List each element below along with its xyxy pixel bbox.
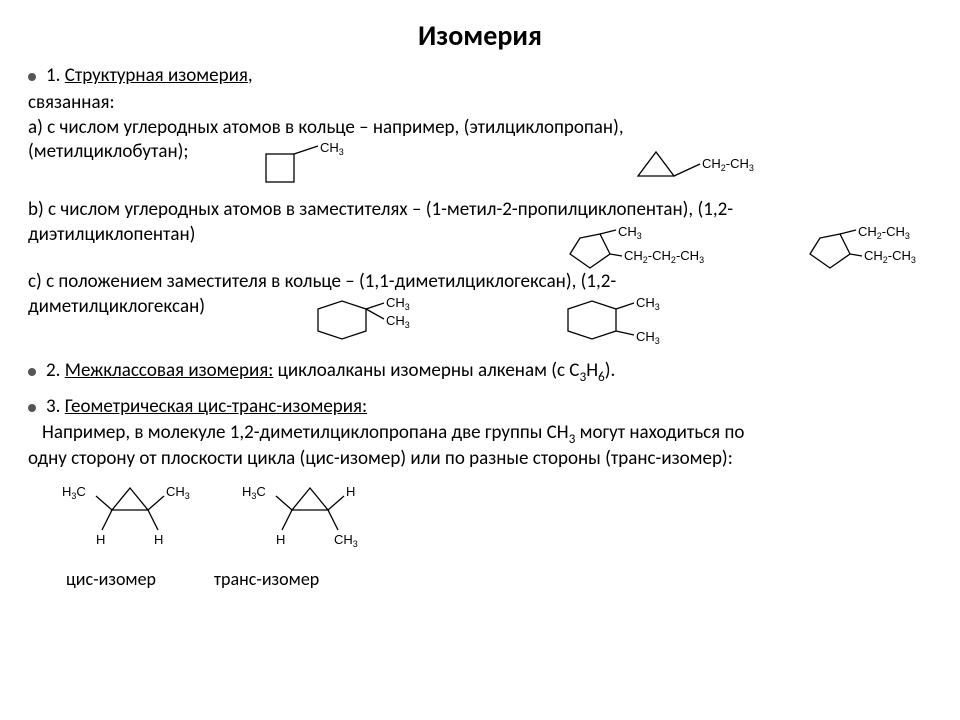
sec2-name: Межклассовая изомерия:: [65, 359, 274, 382]
sec1b-line1: b) с числом углеродных атомов в заместит…: [28, 198, 932, 223]
num2: 2.: [46, 359, 60, 382]
methylpropylcyclopentane-diagram: CH3 CH2-CH2-CH3: [560, 228, 760, 290]
methylcyclobutane-diagram: CH3: [248, 140, 368, 188]
sec2-tail-a: циклоалканы изомерны алкенам (с C: [273, 359, 579, 382]
sec1a-line1: a) с числом углеродных атомов в кольце –…: [28, 116, 932, 141]
sec2-tail-b: ).: [605, 359, 616, 382]
sec3-para: Например, в молекуле 1,2-диметилциклопро…: [42, 421, 932, 447]
num3: 3.: [46, 395, 60, 418]
heading-geometric: 3. Геометрическая цис-транс-изомерия:: [46, 395, 367, 420]
sec1c: c) с положением заместителя в кольце – (…: [28, 270, 932, 349]
trans-h3c-left: H3C: [242, 484, 266, 501]
cis-h3c-left: H3C: [62, 484, 86, 501]
label-ethyl-bot: CH2-CH3: [864, 248, 916, 265]
cis-trans-row: H3C H CH3 H H3C H H CH3: [58, 482, 932, 562]
label-ch2ch3: CH2-CH3: [702, 156, 754, 173]
sec1a-row: (метилциклобутан); CH3 CH2-CH3: [28, 140, 932, 188]
sec3-para1a: Например, в молекуле 1,2-диметилциклопро…: [42, 421, 569, 444]
trans-h-right: H: [346, 484, 355, 499]
sec1c-line1: c) с положением заместителя в кольце – (…: [28, 270, 932, 295]
sec1b-line2: диэтилциклопентан): [28, 223, 932, 248]
sec1-name: Структурная изомерия: [65, 64, 248, 87]
cis-h-left: H: [96, 532, 105, 547]
label-ch3: CH3: [320, 140, 344, 157]
num: 1.: [46, 64, 60, 87]
bullet-structural: 1. Структурная изомерия,: [28, 64, 932, 89]
trans-h-left: H: [276, 532, 285, 547]
sec1c-line2: диметилциклогексан): [28, 295, 258, 320]
heading-structural: 1. Структурная изомерия,: [46, 64, 253, 89]
sec1b-row: b) с числом углеродных атомов в заместит…: [28, 198, 932, 247]
sec2-mid: H: [586, 359, 598, 382]
sec1a-line2: (метилциклобутан);: [28, 140, 228, 165]
label-ch3-c1b: CH3: [386, 313, 410, 330]
bullet-dot-icon: [28, 404, 36, 412]
trans-ch3-right: CH3: [334, 532, 358, 549]
page-title: Изомерия: [28, 18, 932, 54]
sec2-sub2: 6: [598, 367, 605, 384]
sec3-para1b: могут находиться по: [575, 421, 744, 444]
trans-label: транс-изомер: [214, 568, 319, 591]
isomer-labels: цис-изомер транс-изомер: [66, 568, 932, 591]
sec3-para2: одну сторону от плоскости цикла (цис-изо…: [28, 447, 932, 472]
label-ch3-c2a: CH3: [636, 295, 660, 312]
cis-isomer-diagram: H3C H CH3 H: [58, 482, 208, 562]
heading-interclass: 2. Межклассовая изомерия: циклоалканы из…: [46, 359, 615, 385]
trans-isomer-diagram: H3C H H CH3: [238, 482, 388, 562]
bullet-dot-icon: [28, 368, 36, 376]
sec1-comma: ,: [248, 64, 253, 87]
sec3-name: Геометрическая цис-транс-изомерия:: [65, 395, 367, 418]
cis-h-right: H: [154, 532, 163, 547]
label-propyl: CH2-CH2-CH3: [624, 248, 704, 265]
bullet-geometric: 3. Геометрическая цис-транс-изомерия:: [28, 395, 932, 420]
cis-ch3-right: CH3: [166, 484, 190, 501]
linked-word: связанная:: [28, 91, 932, 116]
bullet-interclass: 2. Межклассовая изомерия: циклоалканы из…: [28, 359, 932, 385]
bullet-dot-icon: [28, 73, 36, 81]
dimethylcyclohexane-12-diagram: CH3 CH3: [548, 295, 698, 349]
diethylcyclopentane-diagram: CH2-CH3 CH2-CH3: [800, 228, 960, 290]
label-ch3-c1a: CH3: [386, 295, 410, 312]
label-ethyl-top: CH2-CH3: [858, 224, 910, 241]
cis-label: цис-изомер: [66, 568, 156, 591]
label-ch3-c2b: CH3: [636, 329, 660, 346]
dimethylcyclohexane-11-diagram: CH3 CH3: [298, 295, 448, 349]
ethylcyclopropane-diagram: CH2-CH3: [628, 140, 848, 188]
